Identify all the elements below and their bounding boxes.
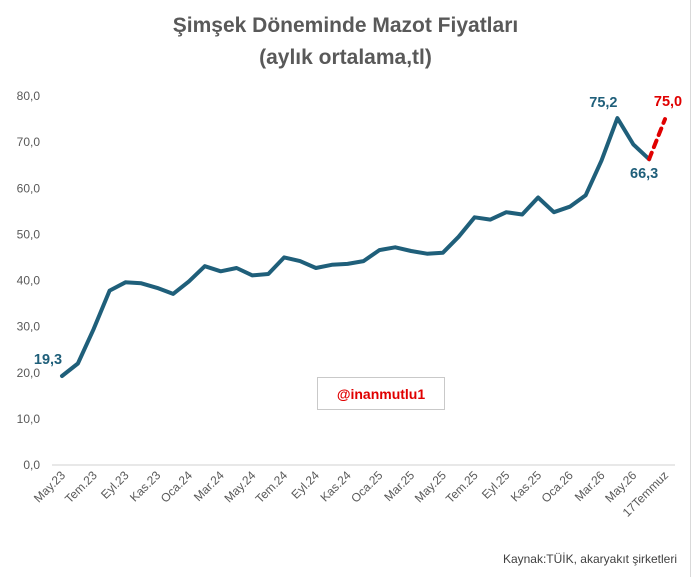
x-tick-label: Mar.24	[191, 468, 227, 504]
x-tick-label: Oca.25	[348, 468, 385, 505]
chart-title: Şimşek Döneminde Mazot Fiyatları	[172, 14, 519, 37]
author-handle: @inanmutlu1	[317, 377, 445, 410]
x-tick-label: Oca.24	[158, 468, 195, 505]
x-tick-label: May.25	[412, 468, 449, 505]
data-label: 75,0	[654, 94, 682, 110]
x-tick-label: Mar.26	[572, 468, 608, 504]
x-tick-label: Eyl.23	[98, 468, 132, 502]
y-tick-label: 10,0	[17, 412, 41, 426]
x-tick-label: Eyl.25	[479, 468, 513, 502]
series-line-1	[647, 117, 667, 162]
data-label: 19,3	[34, 352, 62, 368]
x-tick-label: Eyl.24	[289, 468, 323, 502]
x-tick-label: May.24	[221, 468, 258, 505]
source-note: Kaynak:TÜİK, akaryakıt şirketleri	[502, 552, 677, 566]
data-label: 66,3	[630, 166, 658, 182]
data-labels: 19,3 75,2 66,3 75,0	[34, 94, 682, 368]
y-tick-label: 50,0	[17, 227, 41, 241]
y-tick-label: 60,0	[17, 181, 41, 195]
y-tick-label: 80,0	[17, 89, 41, 103]
x-tick-label: Kas.25	[508, 468, 545, 505]
x-tick-label: Oca.26	[539, 468, 576, 505]
y-tick-label: 30,0	[17, 320, 41, 334]
x-tick-label: Tem.23	[62, 468, 100, 506]
y-tick-label: 70,0	[17, 135, 41, 149]
x-tick-label: Tem.24	[253, 468, 291, 506]
x-axis: May.23Tem.23Eyl.23Kas.23Oca.24Mar.24May.…	[31, 464, 675, 520]
y-axis: 0,0 10,0 20,0 30,0 40,0 50,0 60,0 70,0 80,0	[17, 89, 41, 472]
x-tick-label: May.23	[31, 468, 68, 505]
series-line-0	[60, 116, 652, 378]
x-tick-label: Mar.25	[381, 468, 417, 504]
y-tick-label: 40,0	[17, 274, 41, 288]
x-tick-label: Kas.24	[317, 468, 354, 505]
chart-subtitle: (aylık ortalama,tl)	[259, 46, 432, 69]
data-label: 75,2	[589, 95, 617, 111]
y-tick-label: 0,0	[23, 458, 40, 472]
x-tick-label: Tem.25	[443, 468, 481, 506]
x-tick-label: Kas.23	[127, 468, 164, 505]
series-lines	[60, 116, 667, 378]
y-tick-label: 20,0	[17, 366, 41, 380]
